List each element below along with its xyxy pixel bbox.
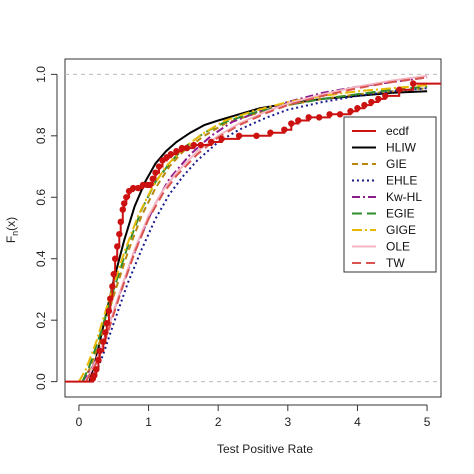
plot-frame [64,58,442,398]
ecdf-point [111,255,119,262]
ecdf-point [116,230,123,238]
ecdf-point [110,270,117,278]
ecdf-point [336,111,344,118]
x-tick-label: 2 [215,415,222,429]
ecdf-point [105,307,113,315]
ecdf-point [295,117,302,124]
ecdf-point [190,141,198,149]
ecdf-point [208,138,215,146]
ecdf-point [167,151,175,158]
ecdf-point [197,141,204,149]
ecdf-point [109,283,116,290]
legend-label-hliw: HLIW [386,141,417,155]
ecdf-point [117,218,124,226]
x-tick-label: 3 [284,415,291,429]
ecdf-point [396,86,403,93]
ecdf-point [354,104,361,112]
y-tick-label: 0.4 [34,250,48,267]
ecdf-point [93,366,100,373]
y-tick-label: 0.6 [34,189,48,206]
reference-lines [65,73,441,383]
ecdf-point [155,163,163,170]
ecdf-point [288,120,295,127]
x-axis-title: Test Positive Rate [217,442,313,456]
y-tick-label: 0.2 [34,312,48,329]
y-axis-title-main: F [4,236,18,243]
legend-label-gige: GIGE [386,223,416,237]
legend-label-ole: OLE [386,240,410,254]
legend: ecdf HLIW GIE EHLE Kw-HL EGIE GIGE OLE TW [343,116,437,273]
legend-label-tw: TW [386,256,405,270]
ecdf-point [218,135,225,143]
ecdf-point [103,320,110,327]
ecdf-point [114,243,121,250]
ecdf-point [382,92,389,100]
ecdf-point [375,95,382,103]
legend-label-gie: GIE [386,157,407,171]
ecdf-point [183,144,191,152]
series-ole [84,74,428,383]
y-axis-title-suffix: (x) [4,217,18,231]
x-tick-label: 4 [354,415,361,429]
ecdf-point [178,144,186,152]
ecdf-point [146,181,154,189]
series-tw [85,76,428,383]
legend-label-kw-hl: Kw-HL [386,190,422,204]
ecdf-point [95,356,102,364]
series-ehle [91,87,428,382]
x-tick-label: 0 [76,415,83,429]
ecdf-point [107,295,114,302]
ecdf-point [149,175,156,183]
ecdf-point [120,200,128,207]
ecdf-point [100,338,107,345]
ecdf-point [102,329,109,336]
ecdf-point [152,169,159,176]
x-tick-label: 1 [145,415,152,429]
ecdf-point [409,80,417,87]
ecdf-point [235,132,243,140]
ecdf-point [281,126,288,133]
y-axis-title-sub: n [10,231,20,236]
ecdf-point [123,194,130,201]
ecdf-point [173,147,180,155]
ecdf-point [368,98,375,106]
x-tick-label: 5 [424,415,431,429]
legend-label-egie: EGIE [386,207,415,221]
y-axis: 0.0 0.2 0.4 0.6 0.8 1.0 [34,66,58,390]
ecdf-point [130,184,137,192]
ecdf-point [96,347,104,355]
x-axis: 0 1 2 3 4 5 [76,404,431,429]
ecdf-point [91,372,98,379]
ecdf-point [119,206,126,213]
legend-label-ehle: EHLE [386,174,417,188]
y-tick-label: 0.0 [34,373,48,390]
y-tick-label: 0.8 [34,127,48,144]
legend-label-ecdf: ecdf [386,124,409,138]
ecdf-point [315,114,323,121]
y-tick-label: 1.0 [34,66,48,83]
ecdf-point [326,111,333,118]
ecdf-point [305,114,312,121]
y-axis-title: Fn(x) [4,217,20,243]
ecdf-point [267,129,274,136]
ecdf-point [347,108,354,115]
ecdf-point [253,132,260,140]
ecdf-layer [65,80,441,383]
ecdf-point [361,101,368,109]
ecdf-point [134,184,142,192]
